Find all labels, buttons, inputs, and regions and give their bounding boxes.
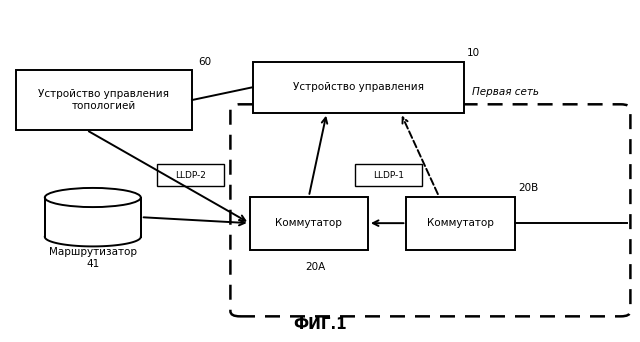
Bar xyxy=(250,197,368,250)
Bar xyxy=(157,164,224,186)
Text: Маршрутизатор
41: Маршрутизатор 41 xyxy=(49,247,137,269)
Text: Коммутатор: Коммутатор xyxy=(428,218,494,228)
Text: 20B: 20B xyxy=(518,183,539,193)
Text: Коммутатор: Коммутатор xyxy=(275,218,342,228)
Ellipse shape xyxy=(45,188,141,207)
Bar xyxy=(16,70,192,130)
Bar xyxy=(406,197,515,250)
Text: LLDP-1: LLDP-1 xyxy=(373,171,404,180)
Text: 10: 10 xyxy=(467,48,481,58)
Polygon shape xyxy=(45,198,141,237)
Text: Устройство управления: Устройство управления xyxy=(293,82,424,92)
Text: Устройство управления
топологией: Устройство управления топологией xyxy=(38,89,170,111)
Text: 20A: 20A xyxy=(305,262,325,272)
Bar xyxy=(253,62,464,113)
Text: 60: 60 xyxy=(198,57,212,67)
Bar xyxy=(355,164,422,186)
Text: Первая сеть: Первая сеть xyxy=(472,87,539,97)
Text: LLDP-2: LLDP-2 xyxy=(175,171,206,180)
Text: ФИГ.1: ФИГ.1 xyxy=(293,317,347,332)
